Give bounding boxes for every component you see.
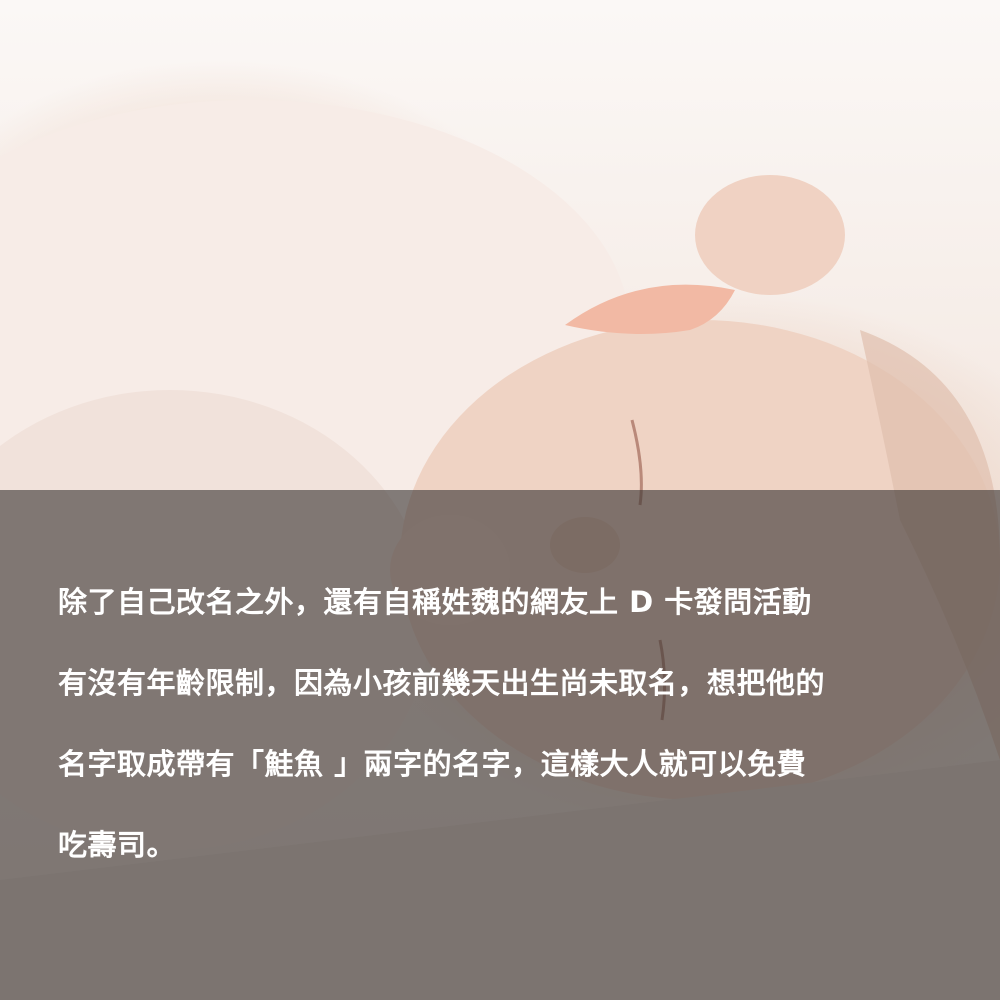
hair-bow [565, 284, 735, 334]
caption-line: 名字取成帶有「鮭魚 」兩字的名字，這樣大人就可以免費 [58, 747, 807, 781]
caption-line: 有沒有年齡限制，因為小孩前幾天出生尚未取名，想把他的 [58, 666, 826, 700]
caption-line: 除了自己改名之外，還有自稱姓魏的網友上 D 卡發問活動 [58, 585, 812, 619]
caption-line: 吃壽司。 [58, 828, 177, 862]
caption-overlay [0, 490, 1000, 1000]
baby-hand-raised [695, 175, 845, 295]
caption-text: 除了自己改名之外，還有自稱姓魏的網友上 D 卡發問活動 有沒有年齡限制，因為小孩… [58, 588, 958, 912]
